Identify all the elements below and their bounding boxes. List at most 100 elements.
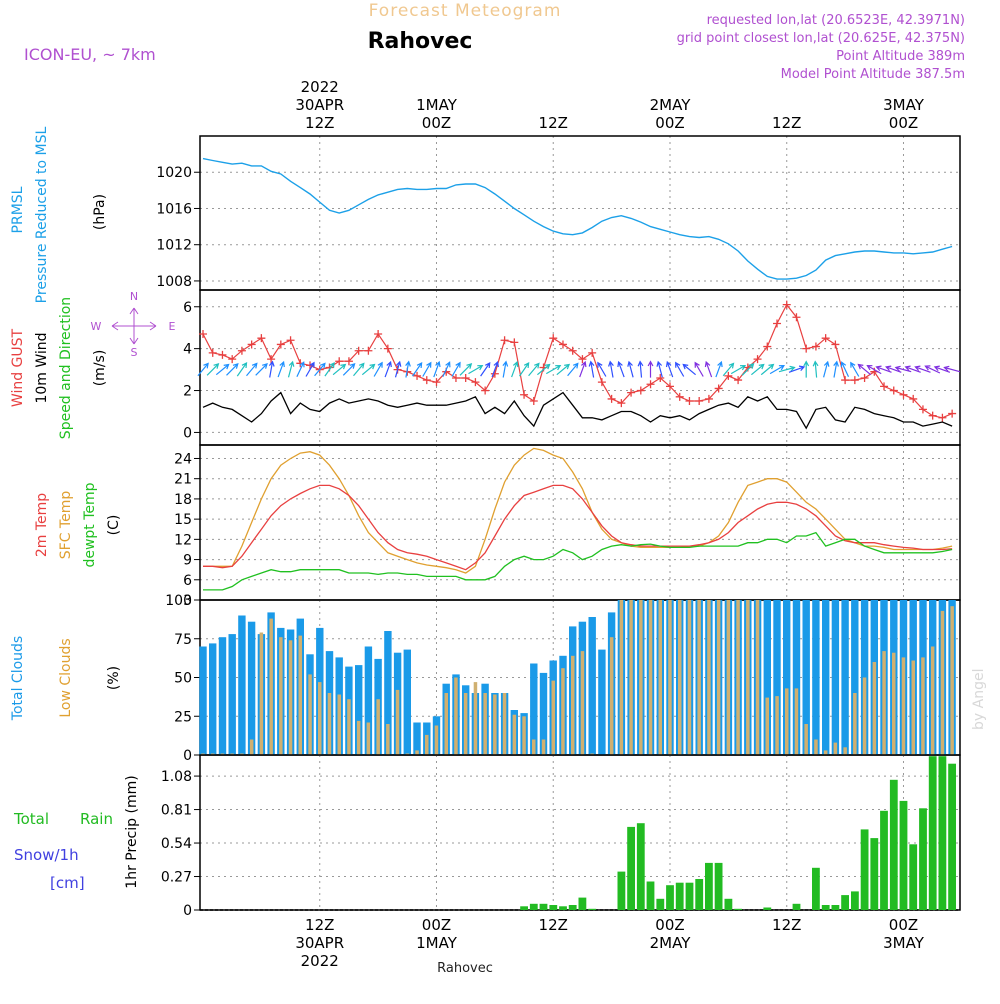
- low-cloud-bar: [279, 637, 283, 755]
- compass-south: S: [131, 346, 138, 359]
- wind-direction-arrow: [812, 360, 819, 378]
- location-title: Rahovec: [368, 29, 473, 54]
- low-cloud-bar: [415, 750, 419, 755]
- low-cloud-bar: [318, 682, 322, 755]
- wind-direction-arrow: [875, 365, 892, 373]
- rain-bar: [559, 906, 567, 910]
- wind-direction-arrow: [246, 362, 258, 377]
- wind-gust-label: Wind GUST: [10, 328, 26, 407]
- low-cloud-bar: [356, 720, 361, 755]
- low-cloud-bar: [308, 674, 312, 755]
- gust-point: [831, 340, 840, 349]
- gust-point: [656, 373, 665, 382]
- low-cloud-bar: [327, 693, 332, 755]
- pressure-label-msl: Pressure Reduced to MSL: [34, 126, 50, 303]
- total-cloud-bar: [802, 600, 810, 755]
- total-cloud-bar: [773, 600, 781, 755]
- total-cloud-bar: [783, 600, 791, 755]
- panel-2: 3 6 9 12 15 18 21 24: [174, 444, 961, 609]
- bottom-time-label: 3MAY: [883, 934, 925, 952]
- wind-direction-arrow: [468, 364, 484, 375]
- total-cloud-bar: [355, 665, 363, 755]
- top-time-label: 00Z: [655, 114, 684, 132]
- y-tick-label: 100: [165, 593, 192, 609]
- y-tick-label: 1012: [156, 238, 192, 254]
- low-cloud-bar: [532, 739, 536, 755]
- gust-point: [792, 313, 801, 322]
- rain-bar: [899, 800, 908, 910]
- gust-point: [607, 394, 616, 403]
- wind-direction-arrow: [751, 363, 765, 376]
- wind-direction-arrow: [226, 363, 239, 376]
- low-cloud-bar: [794, 688, 799, 755]
- wind-direction-arrow: [637, 360, 644, 378]
- wind-direction-arrow: [361, 363, 376, 376]
- low-cloud-bar: [512, 714, 517, 755]
- rain-bar: [821, 905, 830, 910]
- wind-direction-arrow: [885, 365, 902, 373]
- wind-direction-arrow: [215, 363, 230, 376]
- gust-point: [432, 378, 441, 387]
- wind-direction-arrow: [722, 362, 735, 377]
- wind-direction-arrow: [617, 360, 625, 378]
- rain-bar: [520, 906, 528, 910]
- gust-point: [228, 355, 237, 364]
- gust-point: [481, 386, 490, 395]
- top-time-label: 12Z: [772, 114, 801, 132]
- low-cloud-bar: [463, 693, 468, 755]
- rain-bar: [831, 905, 840, 910]
- dewpt-line: [203, 531, 953, 591]
- low-cloud-bar: [716, 600, 721, 755]
- rain-bar: [889, 779, 898, 910]
- low-cloud-bar: [580, 651, 585, 755]
- low-cloud-bar: [678, 600, 682, 755]
- low-cloud-bar: [561, 668, 565, 755]
- wind-speed-line: [202, 391, 953, 430]
- wind-direction-arrow: [840, 361, 850, 378]
- wind-direction-arrow: [491, 360, 499, 378]
- total-cloud-bar: [792, 600, 801, 755]
- wind-direction-arrow: [314, 362, 326, 377]
- gust-point: [354, 346, 363, 355]
- gust-point: [938, 413, 947, 422]
- gust-point: [500, 336, 509, 345]
- pressure-unit-label: (hPa): [92, 194, 108, 230]
- wind-direction-arrow: [857, 363, 872, 376]
- wind-direction-arrow: [537, 363, 551, 376]
- low-cloud-bar: [269, 618, 273, 755]
- low-cloud-bar: [853, 693, 857, 755]
- total-cloud-bar: [384, 631, 392, 755]
- precip-total-label: Total: [13, 810, 49, 828]
- gust-point: [802, 344, 811, 353]
- rain-bar: [938, 756, 947, 910]
- model-label: ICON-EU, ~ 7km: [24, 45, 156, 64]
- rain-bar: [919, 808, 927, 910]
- y-tick-label: 3: [183, 593, 192, 609]
- wind-direction-arrow: [823, 360, 830, 378]
- low-cloud-bar: [901, 657, 906, 755]
- wind-direction-arrow: [519, 361, 530, 377]
- wind-direction-arrow: [556, 363, 571, 376]
- low-cloud-bar: [288, 640, 293, 755]
- gust-point: [510, 338, 519, 347]
- gust-point: [344, 357, 353, 366]
- low-cloud-bar: [444, 693, 448, 755]
- y-tick-label: 0: [183, 748, 192, 764]
- bottom-time-label: 00Z: [422, 916, 451, 934]
- low-cloud-bar: [843, 747, 847, 756]
- gust-point: [529, 397, 538, 406]
- wind-direction-arrow: [665, 360, 674, 378]
- panel-frame: [199, 135, 961, 291]
- wind-speed-direction-label: Speed and Direction: [58, 297, 74, 439]
- total-cloud-bar: [238, 615, 246, 755]
- wind-direction-arrow: [769, 364, 785, 375]
- rain-bar: [851, 891, 859, 910]
- gust-point: [636, 386, 645, 395]
- wind-direction-arrow: [459, 363, 473, 376]
- top-time-label: 2022: [301, 78, 339, 96]
- total-clouds-label: Total Clouds: [10, 636, 26, 721]
- rain-bar: [714, 862, 723, 910]
- gust-point: [811, 342, 820, 351]
- rain-bar: [948, 763, 956, 910]
- gust-point: [841, 376, 850, 385]
